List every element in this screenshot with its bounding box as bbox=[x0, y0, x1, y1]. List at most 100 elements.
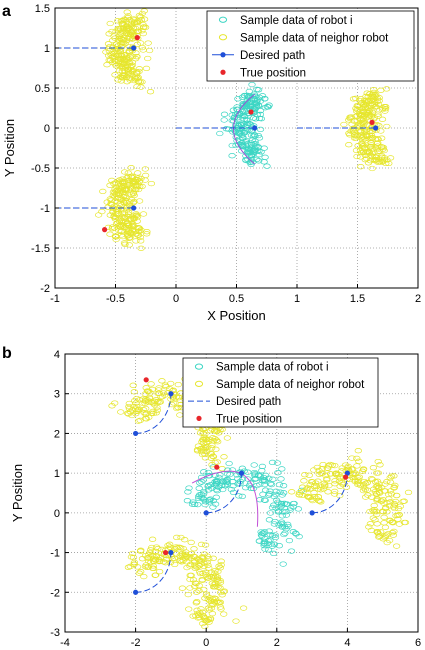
robot-i-sample-point bbox=[260, 477, 268, 483]
neighbor-sample-point bbox=[132, 400, 140, 406]
neighbor-sample-point bbox=[200, 444, 208, 451]
robot-i-sample-point bbox=[253, 100, 261, 106]
neighbor-sample-point bbox=[138, 44, 146, 51]
robot-i-sample-point bbox=[258, 478, 267, 484]
neighbor-sample-point bbox=[381, 481, 389, 487]
neighbor-sample-point bbox=[175, 557, 184, 564]
robot-i-sample-point bbox=[238, 476, 247, 482]
robot-i-sample-point bbox=[242, 485, 250, 491]
robot-i-sample-point bbox=[280, 531, 288, 538]
desired-position-point bbox=[131, 205, 137, 211]
robot-i-sample-point bbox=[238, 465, 247, 471]
x-tick-label: -4 bbox=[60, 637, 70, 649]
neighbor-sample-point bbox=[366, 521, 375, 527]
neighbor-sample-point bbox=[178, 585, 187, 591]
neighbor-sample-point bbox=[147, 559, 155, 566]
neighbor-sample-point bbox=[323, 475, 331, 482]
neighbor-sample-point bbox=[200, 586, 208, 593]
panel-a-x-axis-label: X Position bbox=[207, 308, 266, 323]
y-tick-label: 3 bbox=[54, 389, 60, 401]
neighbor-sample-point bbox=[184, 591, 192, 598]
neighbor-sample-point bbox=[132, 211, 140, 217]
neighbor-sample-point bbox=[137, 547, 145, 553]
robot-i-sample-point bbox=[234, 475, 242, 482]
robot-i-sample-point bbox=[258, 467, 266, 474]
robot-i-sample-point bbox=[204, 469, 212, 476]
neighbor-sample-point bbox=[133, 54, 141, 60]
neighbor-sample-point bbox=[186, 585, 194, 591]
neighbor-sample-point bbox=[202, 569, 210, 575]
neighbor-sample-point bbox=[143, 388, 152, 394]
neighbor-sample-point bbox=[131, 406, 140, 412]
robot-i-sample-point bbox=[209, 504, 217, 510]
path-start-point bbox=[203, 510, 209, 516]
legend-box bbox=[206, 10, 415, 82]
neighbor-sample-point bbox=[354, 475, 362, 481]
neighbor-sample-point bbox=[117, 409, 125, 415]
panel-a-legend: Sample data of robot i Sample data of nei… bbox=[206, 10, 415, 82]
robot-i-sample-point bbox=[200, 469, 208, 475]
neighbor-sample-point bbox=[123, 23, 131, 29]
neighbor-sample-point bbox=[193, 599, 201, 605]
neighbor-sample-point bbox=[137, 84, 145, 90]
neighbor-sample-point bbox=[232, 618, 240, 624]
neighbor-sample-point bbox=[320, 480, 328, 486]
neighbor-sample-point bbox=[360, 97, 369, 104]
neighbor-sample-point bbox=[128, 29, 136, 36]
neighbor-sample-point bbox=[216, 427, 224, 433]
x-tick-label: 4 bbox=[344, 637, 350, 649]
panel-b-legend: Sample data of robot i Sample data of nei… bbox=[182, 357, 379, 428]
neighbor-sample-point bbox=[385, 160, 393, 167]
neighbor-sample-point bbox=[201, 623, 209, 630]
neighbor-sample-point bbox=[196, 558, 204, 565]
neighbor-sample-point bbox=[303, 485, 312, 491]
neighbor-sample-point bbox=[204, 562, 212, 568]
neighbor-sample-point bbox=[134, 418, 143, 424]
robot-i-sample-point bbox=[213, 479, 221, 485]
neighbor-sample-point bbox=[145, 552, 153, 558]
robot-i-sample-point bbox=[282, 512, 291, 518]
robot-i-sample-point bbox=[274, 509, 282, 515]
neighbor-sample-point bbox=[312, 483, 321, 489]
neighbor-sample-point bbox=[120, 215, 129, 221]
robot-i-sample-point bbox=[257, 529, 265, 535]
robot-i-sample-point bbox=[270, 550, 278, 557]
robot-i-sample-point bbox=[220, 111, 229, 117]
robot-i-sample-point bbox=[251, 106, 259, 112]
robot-i-sample-point bbox=[194, 501, 202, 508]
neighbor-sample-point bbox=[114, 18, 122, 24]
neighbor-sample-point bbox=[388, 530, 397, 536]
neighbor-sample-point bbox=[359, 103, 368, 110]
legend-label: True position bbox=[216, 413, 282, 425]
x-tick-label: 2 bbox=[274, 637, 280, 649]
neighbor-sample-point bbox=[126, 70, 134, 76]
robot-i-sample-point bbox=[278, 513, 286, 519]
neighbor-sample-point bbox=[133, 41, 142, 48]
robot-i-sample-point bbox=[196, 480, 204, 486]
robot-i-sample-point bbox=[256, 126, 265, 133]
neighbor-sample-point bbox=[141, 172, 150, 179]
neighbor-sample-point bbox=[371, 104, 379, 110]
robot-i-sample-point bbox=[244, 476, 252, 482]
neighbor-sample-point bbox=[109, 53, 117, 59]
desired-position-point bbox=[373, 125, 379, 131]
robot-i-sample-point bbox=[275, 543, 283, 549]
robot-i-sample-point bbox=[240, 116, 248, 122]
neighbor-sample-point bbox=[209, 453, 217, 459]
neighbor-sample-point bbox=[210, 581, 218, 588]
robot-i-sample-point bbox=[225, 126, 233, 132]
robot-i-sample-point bbox=[249, 149, 258, 155]
x-tick-label: 1.5 bbox=[350, 293, 365, 305]
neighbor-sample-point bbox=[316, 498, 324, 504]
neighbor-sample-point bbox=[390, 473, 398, 479]
neighbor-sample-point bbox=[352, 95, 360, 102]
neighbor-sample-point bbox=[212, 573, 220, 579]
neighbor-sample-point bbox=[370, 101, 378, 107]
panel-a-desired-paths bbox=[55, 45, 379, 211]
neighbor-sample-point bbox=[125, 209, 133, 216]
neighbor-sample-point bbox=[206, 450, 215, 457]
robot-i-sample-point bbox=[233, 115, 241, 121]
robot-i-sample-point bbox=[276, 489, 284, 495]
neighbor-sample-point bbox=[104, 41, 113, 47]
neighbor-sample-point bbox=[129, 179, 137, 186]
